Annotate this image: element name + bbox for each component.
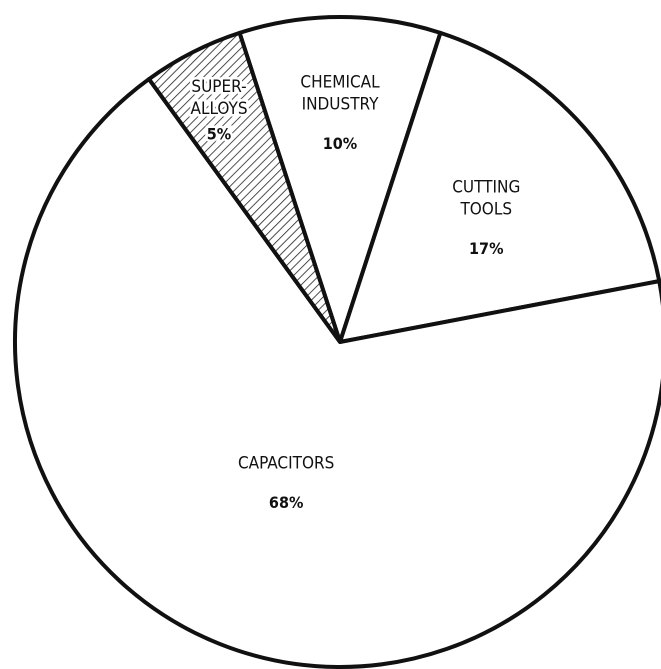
pie-slice bbox=[13, 77, 661, 669]
slice-label: CUTTING bbox=[452, 178, 520, 198]
pie-slice bbox=[146, 30, 342, 344]
slice-value-label: 5% bbox=[207, 124, 231, 143]
slice-label: CAPACITORS bbox=[238, 454, 334, 474]
slice-value-label: 10% bbox=[323, 134, 357, 153]
slice-value-label: 17% bbox=[469, 239, 503, 258]
pie-slice bbox=[237, 15, 443, 344]
slice-label: INDUSTRY bbox=[302, 95, 380, 115]
slice-label: TOOLS bbox=[459, 200, 512, 220]
pie-slice bbox=[338, 30, 661, 344]
slice-value-label: 68% bbox=[269, 493, 303, 512]
slice-label: ALLOYS bbox=[190, 99, 247, 119]
slice-label: CHEMICAL bbox=[300, 73, 380, 93]
slice-label: SUPER- bbox=[191, 77, 246, 97]
